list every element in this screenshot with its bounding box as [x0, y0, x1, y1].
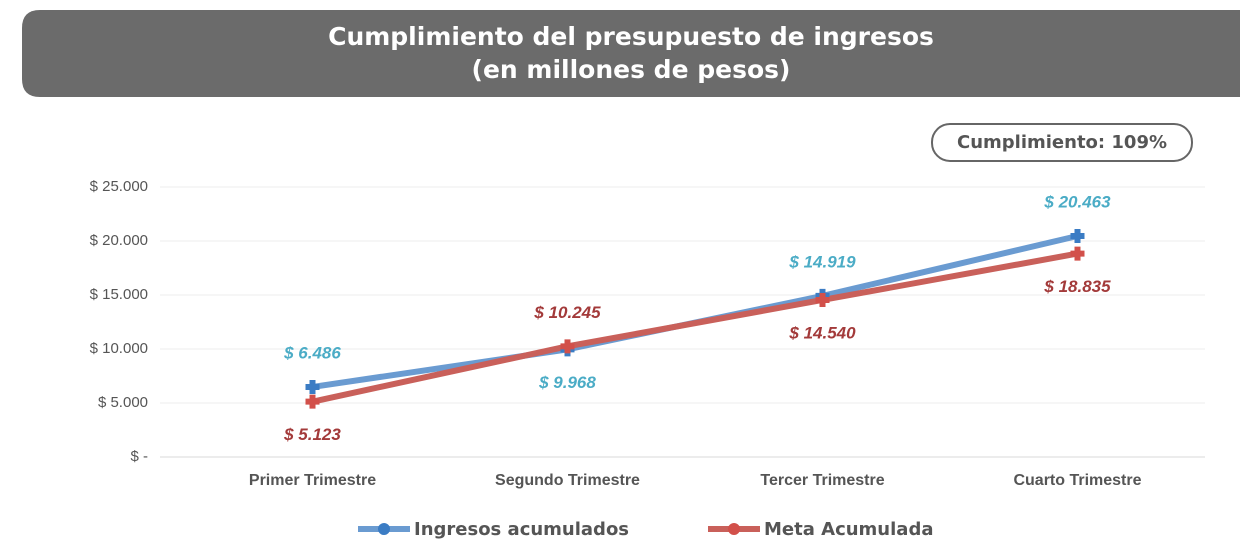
marker: [305, 394, 320, 409]
series-line: [312, 233, 1079, 390]
y-tick-label: $ 15.000: [90, 286, 148, 303]
legend-label: Meta Acumulada: [764, 519, 933, 540]
data-label: $ 14.540: [788, 323, 856, 342]
legend-label: Ingresos acumulados: [414, 519, 629, 540]
data-label: $ 20.463: [1043, 192, 1111, 211]
legend-marker: [378, 523, 390, 535]
marker: [815, 292, 830, 307]
header-band: [22, 10, 1240, 97]
data-label: $ 14.919: [788, 252, 856, 271]
y-tick-label: $ 10.000: [90, 340, 148, 357]
y-tick-label: $ 25.000: [90, 178, 148, 195]
annotation: Cumplimiento: 109%: [957, 132, 1167, 153]
marker: [305, 379, 320, 394]
marker: [1070, 246, 1085, 261]
x-tick-label: Primer Trimestre: [249, 472, 376, 489]
legend-marker: [728, 523, 740, 535]
data-label: $ 18.835: [1043, 277, 1111, 296]
series-line: [311, 250, 1079, 405]
data-label: $ 6.486: [283, 343, 341, 362]
x-tick-label: Cuarto Trimestre: [1013, 472, 1141, 489]
data-label: $ 9.968: [538, 373, 596, 392]
y-tick-label: $ 20.000: [90, 232, 148, 249]
x-tick-label: Segundo Trimestre: [495, 472, 640, 489]
chart-subtitle: (en millones de pesos): [472, 55, 791, 84]
y-tick-label: $ -: [130, 448, 148, 465]
marker: [1070, 228, 1085, 243]
y-tick-label: $ 5.000: [98, 394, 148, 411]
marker: [560, 339, 575, 354]
data-label: $ 10.245: [533, 303, 601, 322]
x-tick-label: Tercer Trimestre: [760, 472, 884, 489]
data-label: $ 5.123: [283, 425, 341, 444]
chart-title: Cumplimiento del presupuesto de ingresos: [328, 22, 934, 51]
annotation-box: [931, 123, 1193, 162]
